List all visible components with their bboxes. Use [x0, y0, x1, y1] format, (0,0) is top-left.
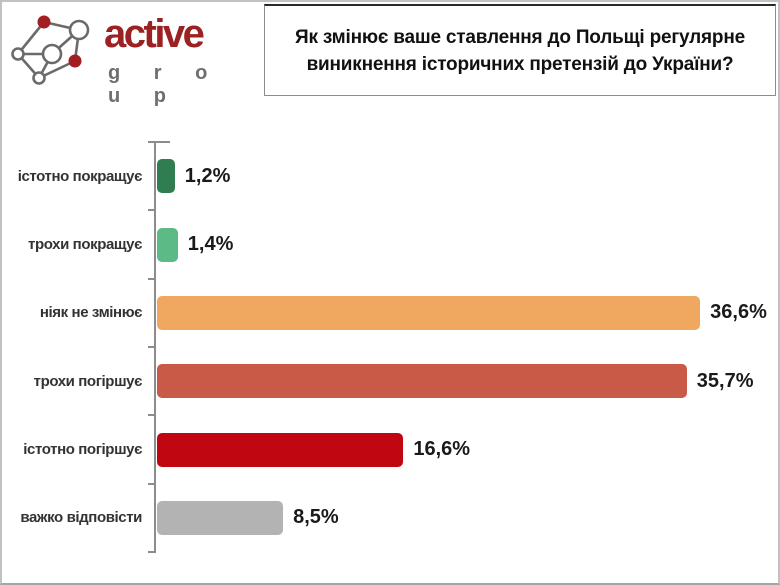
- logo: active g r o u p: [8, 6, 258, 107]
- title-box: Як змінює ваше ставлення до Польщі регул…: [264, 4, 776, 96]
- category-label: важко відповісти: [20, 509, 142, 527]
- bar: [157, 295, 701, 330]
- axis-tick: [148, 414, 156, 417]
- value-label: 16,6%: [413, 437, 471, 460]
- chart-title-line-1: Як змінює ваше ставлення до Польщі регул…: [295, 26, 745, 48]
- axis-tick: [148, 141, 156, 143]
- category-label: істотно погіршує: [23, 440, 142, 458]
- axis-tick: [148, 482, 156, 485]
- axis-tick: [148, 346, 156, 348]
- category-label: ніяк не змінює: [39, 304, 143, 322]
- axis-top-tick: [156, 141, 170, 143]
- value-label: 1,2%: [184, 164, 231, 187]
- network-icon: [11, 15, 90, 85]
- axis-tick: [148, 209, 156, 212]
- value-label: 35,7%: [696, 369, 754, 392]
- logo-name: active: [104, 12, 205, 56]
- value-label: 8,5%: [293, 506, 339, 529]
- value-label: 1,4%: [187, 232, 234, 255]
- bar: [157, 432, 404, 467]
- chart-title-line-2: виникнення історичних претензій до Украї…: [306, 53, 734, 75]
- value-label: 36,6%: [710, 301, 767, 324]
- bar: [157, 227, 178, 262]
- category-label: трохи покращує: [28, 235, 142, 253]
- bar: [157, 500, 284, 535]
- logo-subname: g r o u p: [108, 62, 222, 107]
- category-label: істотно покращує: [17, 167, 143, 185]
- axis-tick: [148, 551, 156, 553]
- category-label: трохи погіршує: [33, 372, 143, 390]
- axis-tick: [148, 277, 156, 280]
- bar: [157, 364, 687, 399]
- bar: [157, 159, 175, 194]
